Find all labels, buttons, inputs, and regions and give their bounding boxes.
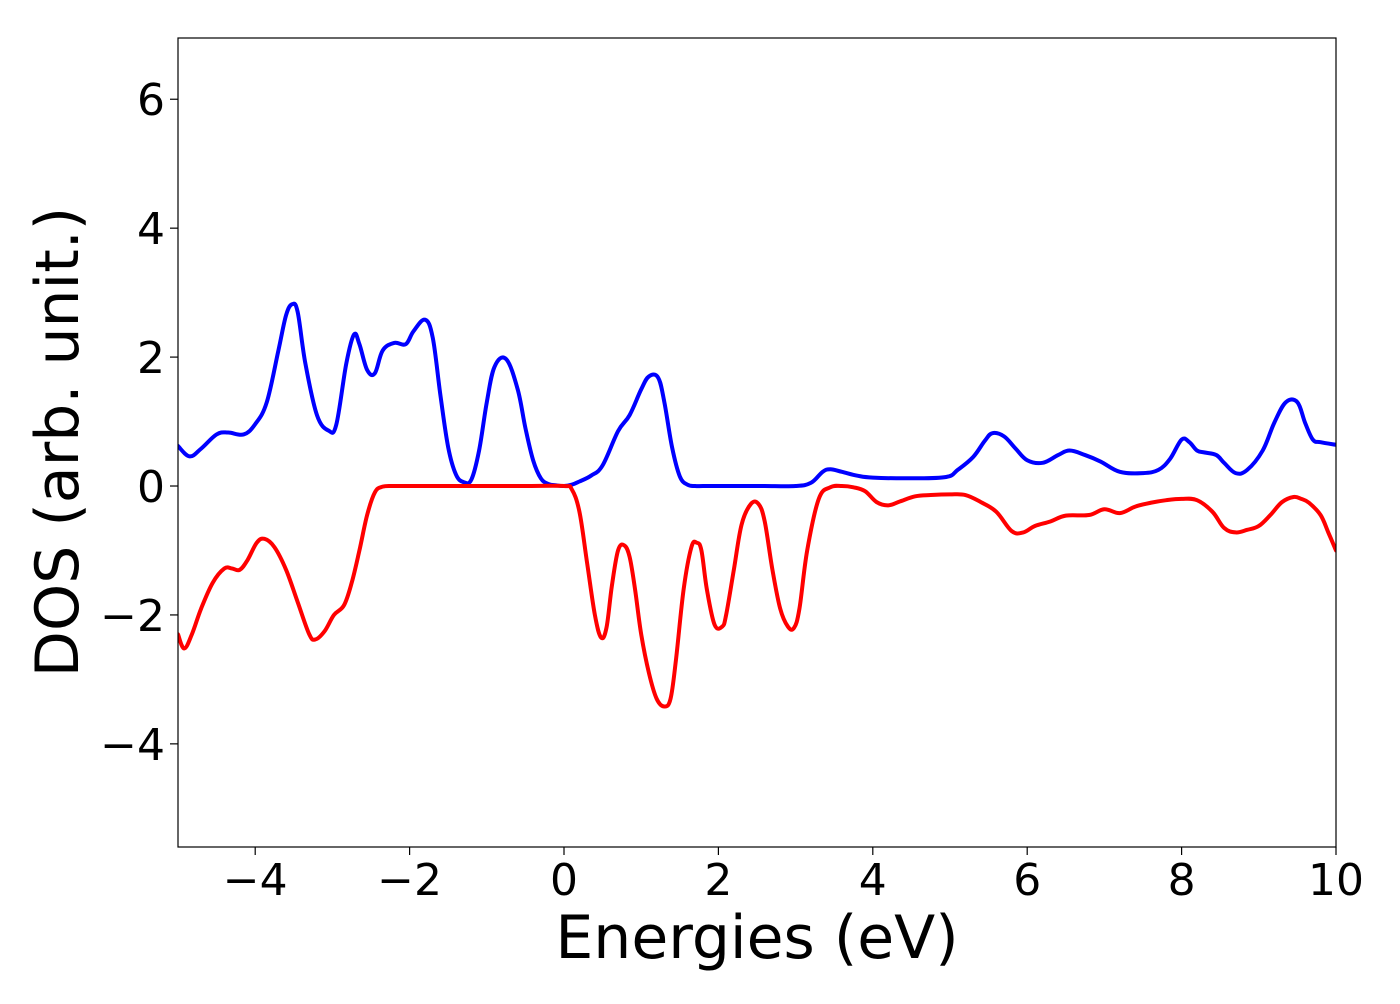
x-tick-label: −4 bbox=[223, 855, 288, 906]
y-tick-label: 2 bbox=[137, 333, 165, 384]
y-tick-label: 4 bbox=[137, 204, 165, 255]
y-tick-label: −2 bbox=[100, 591, 165, 642]
x-axis-ticks: −4 −2 0 2 4 6 8 10 bbox=[223, 847, 1364, 906]
x-tick-label: 10 bbox=[1308, 855, 1364, 906]
x-tick-label: 6 bbox=[1013, 855, 1041, 906]
series-line-1 bbox=[178, 301, 1336, 489]
x-tick-label: 0 bbox=[550, 855, 578, 906]
x-tick-label: −2 bbox=[377, 855, 442, 906]
plot-frame bbox=[177, 37, 1337, 848]
y-tick-label: 0 bbox=[137, 462, 165, 513]
y-tick-label: −4 bbox=[100, 720, 165, 771]
y-tick-label: 6 bbox=[137, 75, 165, 126]
x-tick-label: 8 bbox=[1168, 855, 1196, 906]
y-axis-title: DOS (arb. unit.) bbox=[23, 207, 93, 677]
x-tick-label: 4 bbox=[859, 855, 887, 906]
series-layer bbox=[178, 301, 1336, 709]
x-axis-title: Energies (eV) bbox=[555, 903, 958, 973]
series-line-2 bbox=[178, 483, 1336, 709]
y-axis-ticks: −4 −2 0 2 4 6 bbox=[100, 75, 178, 771]
x-tick-label: 2 bbox=[704, 855, 732, 906]
